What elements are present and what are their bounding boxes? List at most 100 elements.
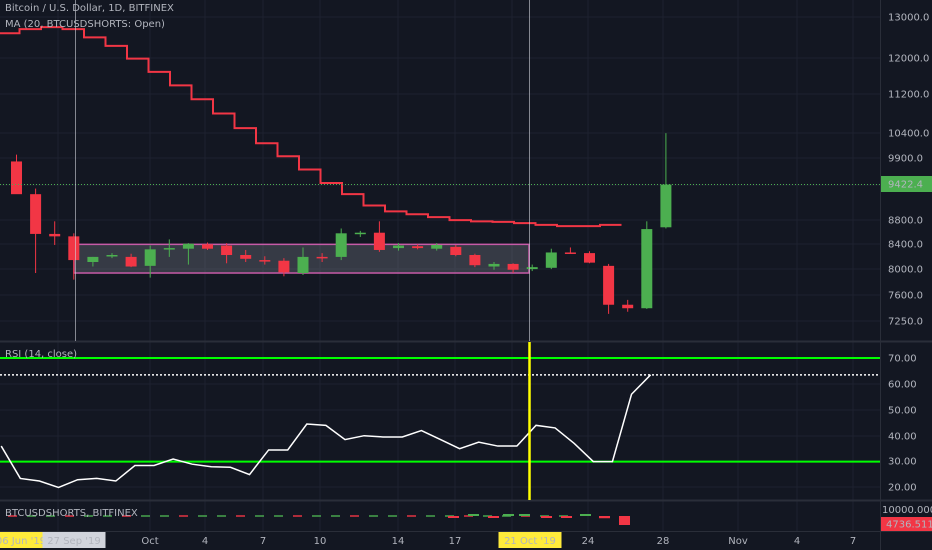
time-tick-label: 7 <box>850 536 856 547</box>
ma-legend[interactable]: MA (20, BTCUSDSHORTS: Open) <box>5 19 165 30</box>
time-tick-label: 24 <box>582 536 595 547</box>
rsi-tick-label: 30.00 <box>888 457 917 468</box>
price-tick-label: 13000.0 <box>888 13 929 24</box>
time-cursor-badge <box>42 532 106 548</box>
candle-body <box>278 260 290 273</box>
shorts-bar <box>388 515 397 517</box>
rsi-legend[interactable]: RSI (14, close) <box>5 349 78 360</box>
shorts-bar <box>65 515 74 517</box>
shorts-bar <box>488 516 499 518</box>
time-cursor-badge <box>498 532 562 548</box>
shorts-bar <box>331 515 340 517</box>
shorts-bar <box>448 516 459 518</box>
candle-body <box>431 244 443 249</box>
candle-body <box>144 249 156 266</box>
time-tick-label: 06 Jun '19 <box>0 536 46 547</box>
time-tick-label: Oct <box>141 536 158 547</box>
candle-body <box>259 260 271 262</box>
shorts-bar <box>160 515 169 517</box>
shorts-bar <box>8 515 17 517</box>
shorts-bar <box>274 515 283 517</box>
candle-body <box>297 256 309 274</box>
candle-body <box>106 254 118 257</box>
shorts-value-badge <box>881 517 932 531</box>
price-tick-label: 12000.0 <box>888 54 929 65</box>
candle-body <box>30 194 42 234</box>
candle-body <box>87 256 99 263</box>
crosshair <box>75 0 531 500</box>
shorts-tick-label: 10000.0000 <box>882 505 932 516</box>
rsi-panel <box>0 357 880 489</box>
shorts-bar <box>179 515 188 517</box>
candle-body <box>182 243 194 249</box>
candle-body <box>221 245 233 255</box>
shorts-bar <box>103 515 112 517</box>
price-tick-label: 8800.0 <box>888 216 923 227</box>
shorts-bar <box>255 515 264 517</box>
price-tick-label: 7600.0 <box>888 291 923 302</box>
shorts-legend[interactable]: BTCUSDSHORTS, BITFINEX <box>5 508 138 519</box>
candle-body <box>393 245 404 249</box>
candle-body <box>488 263 500 267</box>
candle-body <box>622 304 634 309</box>
candle-body <box>660 184 672 228</box>
ma-line <box>0 26 622 228</box>
time-tick-label: 27 Sep '19 <box>47 536 100 547</box>
shorts-bar <box>84 515 93 517</box>
shorts-bar <box>580 514 591 516</box>
shorts-bar <box>27 515 36 517</box>
candle-body <box>373 232 385 250</box>
shorts-bar <box>541 516 552 518</box>
time-tick-label: 10 <box>314 536 327 547</box>
candle-body <box>603 265 615 305</box>
rsi-tick-label: 20.00 <box>888 483 917 494</box>
candle-body <box>335 233 347 257</box>
time-axis[interactable]: 06 Jun '19 27 Sep '19 Oct 4 7 10 14 17 21 Oct '1… <box>0 532 856 548</box>
time-tick-label: 4 <box>202 536 208 547</box>
time-tick-label: 17 <box>449 536 462 547</box>
time-tick-label: 28 <box>657 536 670 547</box>
shorts-panel <box>8 514 630 525</box>
time-tick-label: 4 <box>794 536 800 547</box>
shorts-bar <box>198 515 207 517</box>
time-tick-label: 7 <box>260 536 266 547</box>
rsi-tick-label: 40.00 <box>888 432 917 443</box>
price-tick-label: 8400.0 <box>888 240 923 251</box>
shorts-bar <box>519 514 530 516</box>
shorts-bar <box>407 515 416 517</box>
chart-title: Bitcoin / U.S. Dollar, 1D, BITFINEX <box>5 3 174 14</box>
candle-body <box>545 252 557 268</box>
shorts-bar <box>122 515 131 517</box>
rsi-tick-label: 70.00 <box>888 354 917 365</box>
time-tick-label: 21 Oct '19 <box>504 536 556 547</box>
price-tick-label: 10400.0 <box>888 129 929 140</box>
last-price-badge <box>881 176 932 192</box>
shorts-bar <box>217 515 226 517</box>
shorts-bar <box>350 515 359 517</box>
candle-body <box>11 161 22 195</box>
shorts-bar <box>369 515 378 517</box>
time-tick-label: Nov <box>728 536 748 547</box>
shorts-bar <box>312 515 321 517</box>
rsi-tick-label: 50.00 <box>888 406 917 417</box>
shorts-bar <box>468 514 479 516</box>
candle-body <box>202 244 213 249</box>
candle-body <box>68 236 80 261</box>
shorts-bar <box>293 515 302 517</box>
shorts-bar <box>483 515 492 517</box>
candles <box>0 133 880 314</box>
time-tick-label: 14 <box>392 536 405 547</box>
price-tick-label: 8000.0 <box>888 265 923 276</box>
candle-body <box>354 232 366 235</box>
candle-body <box>564 252 576 254</box>
shorts-bar <box>46 515 55 517</box>
candle-body <box>584 253 595 263</box>
price-tick-label: 9422.4 <box>888 180 923 191</box>
shorts-bar <box>561 516 572 518</box>
candle-body <box>163 248 175 250</box>
price-axis[interactable]: 13000.0 12000.0 11200.0 10400.0 9900.0 9422.4… <box>881 13 932 532</box>
shorts-bar <box>426 515 435 517</box>
price-tick-label: 11200.0 <box>888 90 929 101</box>
